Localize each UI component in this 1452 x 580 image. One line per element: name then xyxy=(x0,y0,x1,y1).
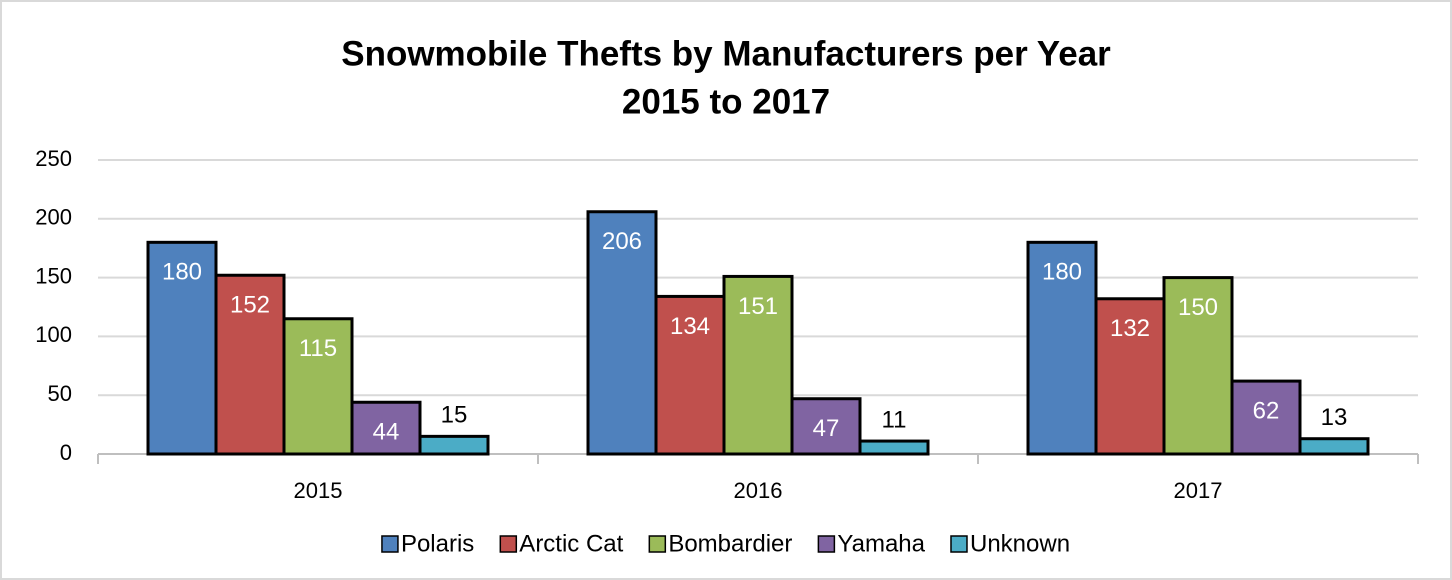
legend-swatch xyxy=(950,535,968,553)
data-label: 152 xyxy=(230,292,270,319)
bar xyxy=(1094,297,1166,456)
bar xyxy=(586,210,658,456)
data-label: 47 xyxy=(813,415,840,442)
legend-label: Polaris xyxy=(401,530,474,557)
x-tick-label: 2016 xyxy=(734,478,783,503)
data-label: 150 xyxy=(1178,294,1218,321)
legend-swatch xyxy=(648,535,667,553)
legend-label: Arctic Cat xyxy=(519,530,623,557)
data-label: 206 xyxy=(602,228,642,255)
bar xyxy=(858,439,930,456)
data-label: 13 xyxy=(1321,404,1348,431)
x-tick-label: 2017 xyxy=(1174,478,1223,503)
legend-swatch xyxy=(499,535,518,553)
data-label: 180 xyxy=(1042,259,1082,286)
data-label: 180 xyxy=(162,259,202,286)
bar xyxy=(1298,437,1370,456)
bar xyxy=(654,294,726,456)
legend: Polaris Arctic Cat Bombardier Yamaha Unknown xyxy=(381,530,1070,557)
data-label: 62 xyxy=(1253,397,1280,424)
bar xyxy=(722,274,794,456)
legend-label: Yamaha xyxy=(837,530,925,557)
x-tick-label: 2015 xyxy=(294,478,343,503)
chart-title: Snowmobile Thefts by Manufacturers per Y… xyxy=(341,34,1111,73)
data-label: 151 xyxy=(738,293,778,320)
bar xyxy=(418,434,490,456)
legend-swatch xyxy=(381,535,399,553)
bar xyxy=(790,397,862,456)
data-label: 134 xyxy=(670,313,710,340)
bar xyxy=(282,317,354,456)
data-label: 11 xyxy=(882,406,907,433)
bar xyxy=(1230,379,1302,456)
y-tick-label: 250 xyxy=(35,146,72,171)
legend-swatch xyxy=(817,535,836,553)
legend-label: Unknown xyxy=(970,530,1070,557)
bar xyxy=(146,240,218,456)
data-label: 115 xyxy=(299,335,337,362)
legend-label: Bombardier xyxy=(668,530,792,557)
y-tick-label: 200 xyxy=(35,205,72,230)
chart-title: 2015 to 2017 xyxy=(622,82,830,121)
bar xyxy=(350,400,422,456)
data-label: 132 xyxy=(1110,315,1150,342)
data-label: 15 xyxy=(441,402,468,429)
y-tick-label: 0 xyxy=(60,440,72,465)
data-label: 44 xyxy=(373,419,400,446)
y-tick-label: 150 xyxy=(35,263,72,288)
y-tick-label: 50 xyxy=(48,381,72,406)
bar xyxy=(1162,276,1234,456)
y-tick-label: 100 xyxy=(35,322,72,347)
